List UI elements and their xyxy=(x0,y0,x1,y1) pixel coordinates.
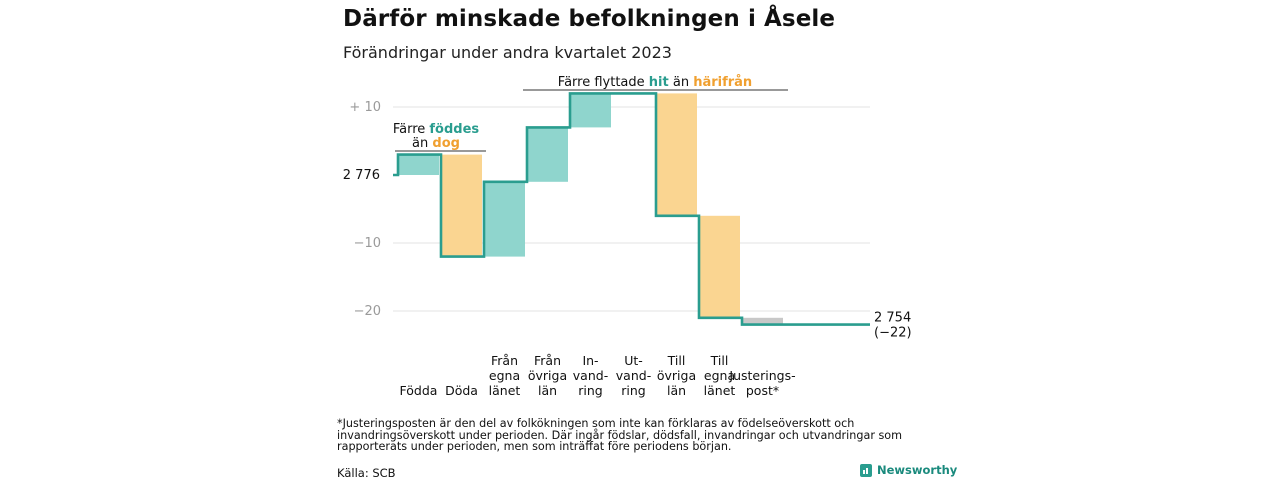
annotation-births-line2: än dog xyxy=(412,136,460,151)
bar xyxy=(441,154,482,257)
y-tick-label: 2 776 xyxy=(343,168,380,183)
x-tick-label: Till xyxy=(710,353,729,368)
x-tick-label: övriga xyxy=(528,368,567,383)
x-tick-label: Till xyxy=(667,353,686,368)
annotation-span: Färre flyttade xyxy=(558,75,649,90)
end-value-label: 2 754 xyxy=(874,311,911,326)
x-tick-label: länet xyxy=(489,383,521,398)
y-tick-label: −10 xyxy=(354,236,381,251)
annotation-span: Färre xyxy=(393,122,430,137)
x-tick-label: vand- xyxy=(573,368,608,383)
newsworthy-icon xyxy=(860,463,872,477)
x-tick-label: Från xyxy=(534,353,561,368)
x-tick-label: ring xyxy=(578,383,602,398)
chart-subtitle: Förändringar under andra kvartalet 2023 xyxy=(343,43,672,62)
x-tick-label: län xyxy=(667,383,686,398)
x-tick-label: Födda xyxy=(400,383,438,398)
annotation-span: dog xyxy=(432,136,460,151)
annotation-span: hit xyxy=(649,75,669,90)
annotation-births-line1: Färre föddes xyxy=(393,122,480,137)
y-tick-label: −20 xyxy=(354,304,381,319)
x-tick-label: post* xyxy=(746,383,779,398)
x-tick-label: länet xyxy=(704,383,736,398)
bar xyxy=(570,93,611,128)
x-tick-label: län xyxy=(538,383,557,398)
cumulative-step-line xyxy=(393,92,870,326)
x-tick-label: In- xyxy=(582,353,598,368)
annotation-span: än xyxy=(412,136,432,151)
annotation-span: än xyxy=(669,75,693,90)
brand-name: Newsworthy xyxy=(877,463,958,477)
x-tick-label: egna xyxy=(704,368,735,383)
x-tick-label: övriga xyxy=(657,368,696,383)
footnote: *Justeringsposten är den del av folkökni… xyxy=(337,417,903,453)
x-tick-label: egna xyxy=(489,368,520,383)
chart-title: Därför minskade befolkningen i Åsele xyxy=(343,6,836,32)
x-tick-label: vand- xyxy=(616,368,651,383)
end-change-label: (−22) xyxy=(874,326,912,341)
source-label: Källa: SCB xyxy=(337,466,396,480)
annotation-migration: Färre flyttade hit än härifrån xyxy=(558,75,752,90)
bar xyxy=(656,93,697,216)
x-tick-label: ring xyxy=(621,383,645,398)
y-tick-label: + 10 xyxy=(349,100,381,115)
bar xyxy=(699,215,740,318)
x-tick-label: Från xyxy=(491,353,518,368)
x-tick-label: Ut- xyxy=(624,353,643,368)
annotation-span: föddes xyxy=(429,122,479,137)
brand-logo: Newsworthy xyxy=(860,463,957,477)
bar xyxy=(398,154,439,175)
bar xyxy=(742,317,783,325)
bar xyxy=(527,127,568,182)
bar xyxy=(484,181,525,257)
x-tick-label: Döda xyxy=(445,383,478,398)
x-tick-label: Justerings- xyxy=(728,368,795,383)
annotation-span: härifrån xyxy=(693,75,752,90)
